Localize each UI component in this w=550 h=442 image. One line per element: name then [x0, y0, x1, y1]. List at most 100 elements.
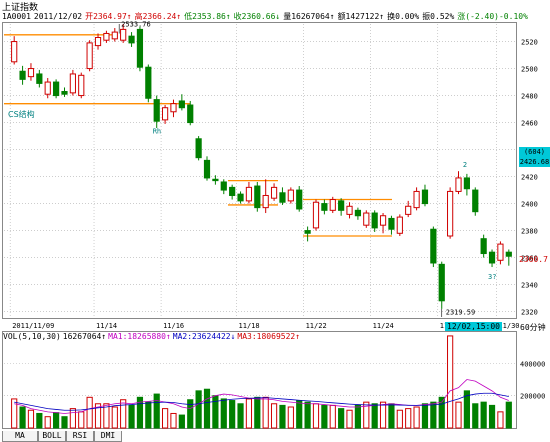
volume-bar-up	[363, 401, 370, 429]
candle-up	[11, 41, 18, 63]
vol-ma3: MA3:18069522↑	[237, 332, 301, 341]
candle-down	[279, 192, 286, 203]
volume-bar-up	[413, 406, 420, 429]
volume-bar-up	[447, 335, 454, 429]
candle-down	[488, 251, 496, 264]
candle-up	[447, 190, 454, 237]
volume-bar-up	[78, 411, 85, 429]
vol-ma1-line	[14, 379, 509, 414]
tab-boll[interactable]: BOLL	[38, 431, 66, 442]
candle-up	[120, 28, 127, 41]
candle-up	[363, 212, 370, 226]
y-tick-label: 2520	[521, 39, 538, 47]
candle-down	[463, 177, 470, 190]
tab-rsi[interactable]: RSI	[66, 431, 94, 442]
candle-up	[396, 216, 403, 234]
volume-bar-down	[488, 404, 496, 429]
volume-bar-up	[86, 396, 93, 429]
price-chart-frame[interactable]	[2, 22, 517, 319]
info-open: 开2364.97↑	[85, 12, 132, 21]
tab-dmi[interactable]: DMI	[94, 431, 122, 442]
candle-down	[136, 28, 144, 68]
candle-up	[103, 32, 110, 41]
indicator-tabs: MA BOLL RSI DMI	[2, 431, 122, 442]
candle-down	[354, 209, 362, 217]
candle-down	[61, 91, 68, 95]
candle-down	[220, 181, 227, 191]
candle-down	[187, 104, 194, 124]
volume-bar-down	[338, 408, 345, 429]
candle-up	[170, 103, 177, 113]
volume-bar-up	[287, 406, 294, 429]
volume-info-bar: VOL(5,10,30) 16267064↑ MA1:18265880↑ MA2:23…	[3, 332, 302, 341]
volume-bar-down	[203, 388, 211, 429]
candle-down	[229, 186, 236, 196]
candle-up	[379, 215, 387, 226]
candle-down	[212, 178, 219, 182]
info-date: 2011/12/02	[33, 12, 83, 21]
volume-bar-up	[120, 399, 127, 429]
x-tick-label: 11/30	[498, 322, 519, 330]
volume-bar-up	[379, 401, 387, 429]
price-tag-value: 2426.68	[519, 158, 550, 166]
volume-bar-down	[304, 401, 311, 429]
volume-bar-down	[354, 404, 362, 429]
wave-3-label: 3?	[488, 273, 496, 281]
volume-bar-up	[455, 401, 462, 429]
volume-bar-up	[329, 404, 336, 429]
volume-bar-up	[94, 403, 102, 429]
info-bar: 1A0001 2011/12/02 开2364.97↑ 高2366.24↑ 低2353.…	[2, 11, 531, 22]
volume-bar-up	[111, 406, 118, 429]
volume-bar-down	[187, 399, 194, 429]
candle-down	[153, 99, 160, 122]
candle-up	[346, 205, 353, 215]
volume-bar-down	[229, 400, 236, 429]
chart-title: 上证指数	[2, 3, 39, 13]
volume-bar-up	[44, 416, 51, 429]
x-tick-label: 11/22	[306, 322, 327, 330]
candle-down	[338, 200, 345, 211]
candle-down	[438, 263, 445, 302]
info-change: 涨(-2.40)-0.10%	[457, 12, 528, 21]
volume-bar-down	[421, 403, 429, 429]
candle-up	[413, 190, 420, 209]
y-tick-label: 2500	[521, 66, 538, 74]
tab-ma[interactable]: MA	[2, 431, 38, 442]
volume-bar-down	[371, 403, 378, 429]
candle-down	[36, 73, 43, 84]
info-amount: 额1427122↑	[337, 12, 385, 21]
candle-down	[388, 217, 395, 230]
candle-up	[497, 243, 504, 261]
y-tick-label: 2460	[521, 120, 538, 128]
volume-bar-down	[220, 398, 227, 429]
volume-bar-up	[262, 396, 269, 429]
info-turnover: 换0.00%	[387, 12, 420, 21]
candle-down	[19, 70, 26, 80]
info-close: 收2360.66↓	[233, 12, 281, 21]
peak-price-label: 2533.76	[121, 21, 151, 29]
candle-up	[27, 68, 35, 78]
candle-down	[321, 203, 328, 211]
ma-value-tag: 2360.7	[519, 255, 548, 264]
candle-down	[53, 81, 60, 97]
candle-up	[455, 177, 462, 192]
y-tick-label: 2360	[521, 255, 538, 263]
candle-up	[111, 31, 118, 40]
volume-bar-up	[497, 411, 504, 429]
y-tick-label: 2400	[521, 201, 538, 209]
x-tick-label: 11/18	[239, 322, 260, 330]
volume-bar-down	[279, 404, 286, 429]
low-price-label: 2319.59	[446, 308, 476, 316]
volume-bar-down	[438, 396, 445, 429]
volume-chart-frame[interactable]	[2, 331, 517, 429]
candle-up	[329, 199, 336, 211]
volume-bar-down	[296, 400, 303, 429]
candle-down	[505, 251, 512, 257]
volume-bar-down	[463, 390, 470, 429]
volume-bar-down	[178, 414, 185, 429]
rh-label: Rh	[153, 127, 161, 135]
candle-up	[270, 186, 278, 199]
volume-bar-down	[61, 416, 68, 429]
vol-ma2: MA2:23624422↓	[172, 332, 236, 341]
